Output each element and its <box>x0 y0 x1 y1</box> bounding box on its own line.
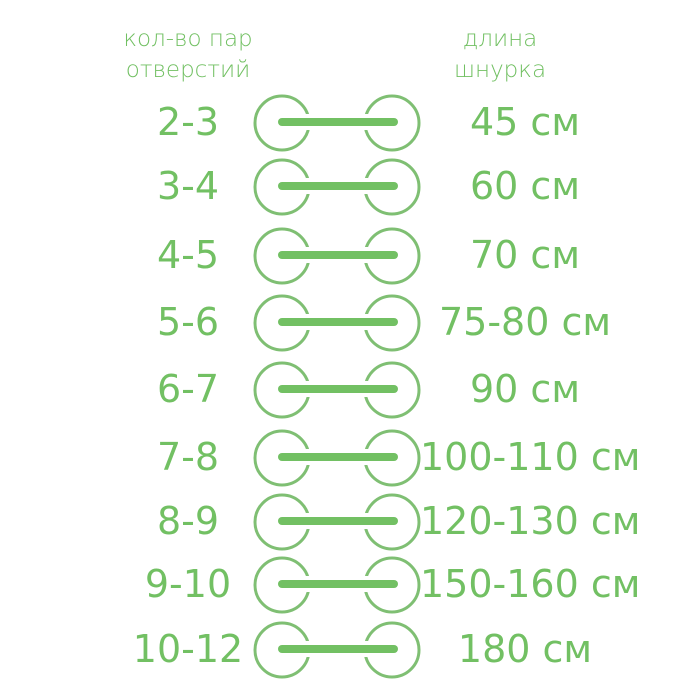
holes-count: 6-7 <box>156 367 220 411</box>
shoelace-eyelets-icon <box>253 493 421 551</box>
holes-count: 3-4 <box>156 164 220 208</box>
holes-count: 9-10 <box>144 562 232 606</box>
header-holes-line1: кол-во пар <box>123 26 253 52</box>
lace-length: 90 см <box>470 367 580 411</box>
holes-count: 7-8 <box>156 435 220 479</box>
shoelace-eyelets-icon <box>253 294 421 352</box>
table-row: 5-6 75-80 см <box>0 292 700 352</box>
lace-length: 100-110 см <box>420 435 641 479</box>
lace-length: 45 см <box>470 100 580 144</box>
shoelace-eyelets-icon <box>253 94 421 152</box>
lace-length: 70 см <box>470 233 580 277</box>
table-row: 4-5 70 см <box>0 225 700 285</box>
table-row: 2-3 45 см <box>0 92 700 152</box>
table-row: 9-10 150-160 см <box>0 554 700 614</box>
holes-count: 10-12 <box>132 627 244 671</box>
shoelace-eyelets-icon <box>253 621 421 679</box>
header-length-line1: длина <box>462 26 538 52</box>
shoelace-eyelets-icon <box>253 556 421 614</box>
shoelace-eyelets-icon <box>253 361 421 419</box>
shoelace-eyelets-icon <box>253 158 421 216</box>
holes-count: 2-3 <box>156 100 220 144</box>
lace-length: 60 см <box>470 164 580 208</box>
table-row: 7-8 100-110 см <box>0 427 700 487</box>
holes-count: 8-9 <box>156 499 220 543</box>
header-holes: кол-во пар отверстий <box>98 24 278 86</box>
header-length: длина шнурка <box>410 24 590 86</box>
header-length-line2: шнурка <box>453 57 547 83</box>
table-row: 8-9 120-130 см <box>0 491 700 551</box>
lace-length: 120-130 см <box>420 499 641 543</box>
shoelace-eyelets-icon <box>253 429 421 487</box>
lace-length: 180 см <box>457 627 593 671</box>
table-row: 6-7 90 см <box>0 359 700 419</box>
holes-count: 4-5 <box>156 233 220 277</box>
lace-length: 75-80 см <box>438 300 612 344</box>
table-row: 10-12 180 см <box>0 619 700 679</box>
shoelace-eyelets-icon <box>253 227 421 285</box>
table-row: 3-4 60 см <box>0 156 700 216</box>
holes-count: 5-6 <box>156 300 220 344</box>
header-holes-line2: отверстий <box>125 57 251 83</box>
lace-length: 150-160 см <box>420 562 641 606</box>
